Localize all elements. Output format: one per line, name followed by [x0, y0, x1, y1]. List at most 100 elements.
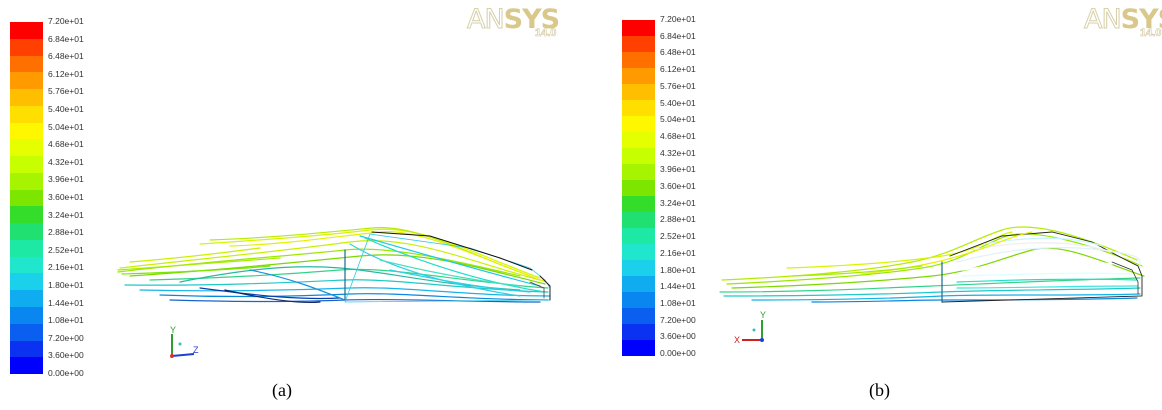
- ansys-version-a: 14.0: [535, 27, 557, 40]
- colorbar-cell: [622, 196, 655, 212]
- colorbar-cell: [622, 340, 655, 356]
- axis-y-label-b: Y: [760, 310, 766, 320]
- caption-b: (b): [869, 380, 890, 400]
- axis-triad-b: Y X: [734, 310, 766, 345]
- colorbar-b: [622, 20, 655, 356]
- colorbar-tick-label: 2.16e+01: [48, 262, 84, 273]
- axis-x-label-b: X: [734, 335, 740, 345]
- colorbar-tick-label: 5.40e+01: [660, 97, 696, 108]
- colorbar-tick-label: 5.76e+01: [660, 80, 696, 91]
- colorbar-tick-label: 5.40e+01: [48, 104, 84, 114]
- colorbar-cell: [10, 290, 43, 308]
- colorbar-cell: [622, 68, 655, 84]
- axis-z-label-a: Z: [193, 345, 199, 355]
- colorbar-tick-label: 7.20e+01: [660, 14, 696, 24]
- colorbar-cell: [622, 276, 655, 292]
- ansys-logo-b: ANSYS: [1084, 4, 1162, 36]
- panel-b: 7.20e+01 6.84e+01 6.48e+01 6.12e+01 5.76e+01…: [612, 0, 1162, 400]
- colorbar-cell: [622, 100, 655, 116]
- panel-a: 7.20e+01 6.84e+01 6.48e+01 6.12e+01 5.76e+01…: [0, 0, 578, 400]
- axis-triad-a: Y Z: [170, 325, 199, 358]
- colorbar-cell: [10, 357, 43, 375]
- colorbar-cell: [10, 223, 43, 240]
- ansys-version-b: 14.0: [1140, 27, 1162, 40]
- ansys-logo-a: ANSYS: [467, 4, 561, 36]
- colorbar-tick-label: 5.04e+01: [48, 121, 84, 132]
- colorbar-tick-label: 7.20e+00: [660, 314, 696, 325]
- colorbar-tick-label: 6.48e+01: [660, 47, 696, 58]
- colorbar-tick-label: 4.32e+01: [660, 147, 696, 158]
- streamline-plot-a: Y Z: [117, 226, 551, 358]
- colorbar-cell: [10, 256, 43, 274]
- colorbar-cell: [10, 55, 43, 73]
- colorbar-tick-label: 2.52e+01: [660, 231, 696, 242]
- colorbar-tick-label: 2.88e+01: [48, 227, 84, 238]
- colorbar-cell: [622, 132, 655, 148]
- colorbar-cell: [10, 273, 43, 291]
- colorbar-cell: [10, 22, 43, 39]
- colorbar-cell: [10, 38, 43, 56]
- colorbar-cell: [10, 239, 43, 257]
- colorbar-cell: [622, 84, 655, 100]
- colorbar-cell: [10, 72, 43, 90]
- colorbar-cell: [10, 206, 43, 224]
- colorbar-tick-label: 3.60e+00: [48, 350, 84, 361]
- streamlines-a: [117, 226, 551, 304]
- colorbar-tick-label: 5.76e+01: [48, 86, 84, 97]
- colorbar-cell: [10, 139, 43, 157]
- colorbar-cell: [622, 260, 655, 276]
- colorbar-cell: [622, 148, 655, 164]
- streamlines-b: [719, 226, 1145, 303]
- colorbar-cell: [10, 189, 43, 207]
- colorbar-tick-label: 4.68e+01: [660, 130, 696, 141]
- colorbar-tick-label: 0.00e+00: [660, 348, 696, 358]
- colorbar-cell: [10, 89, 43, 106]
- colorbar-tick-label: 7.20e+01: [48, 16, 84, 26]
- colorbar-tick-label: 6.84e+01: [660, 30, 696, 41]
- colorbar-tick-label: 0.00e+00: [48, 368, 84, 378]
- colorbar-tick-label: 3.60e+00: [660, 331, 696, 342]
- colorbar-a: [10, 22, 43, 375]
- colorbar-tick-label: 3.24e+01: [48, 209, 84, 220]
- colorbar-cell: [622, 324, 655, 340]
- colorbar-cell: [622, 212, 655, 228]
- colorbar-tick-label: 3.60e+01: [660, 181, 696, 191]
- colorbar-cell: [622, 116, 655, 132]
- colorbar-tick-label: 1.80e+01: [48, 280, 84, 290]
- colorbar-cell: [622, 292, 655, 308]
- colorbar-cell: [10, 172, 43, 190]
- colorbar-tick-label: 1.08e+01: [660, 297, 696, 308]
- colorbar-tick-label: 2.88e+01: [660, 214, 696, 225]
- colorbar-cell: [622, 36, 655, 52]
- colorbar-tick-label: 5.04e+01: [660, 114, 696, 125]
- colorbar-cell: [622, 308, 655, 324]
- colorbar-tick-label: 7.20e+00: [48, 332, 84, 343]
- axis-y-label-a: Y: [170, 325, 176, 335]
- colorbar-tick-label: 4.32e+01: [48, 156, 84, 167]
- colorbar-tick-label: 3.96e+01: [660, 164, 696, 175]
- colorbar-tick-label: 1.80e+01: [660, 264, 696, 275]
- colorbar-cell: [10, 156, 43, 173]
- colorbar-cell: [10, 122, 43, 140]
- colorbar-tick-label: 2.16e+01: [660, 247, 696, 258]
- colorbar-tick-label: 6.84e+01: [48, 33, 84, 44]
- colorbar-cell: [622, 164, 655, 180]
- colorbar-cell: [10, 105, 43, 123]
- colorbar-tick-label: 6.12e+01: [48, 68, 84, 79]
- colorbar-tick-label: 4.68e+01: [48, 139, 84, 150]
- colorbar-tick-label: 3.60e+01: [48, 192, 84, 202]
- colorbar-cell: [10, 307, 43, 324]
- colorbar-cell: [10, 323, 43, 341]
- streamline-plot-b: Y X: [719, 226, 1145, 345]
- colorbar-tick-label: 3.96e+01: [48, 174, 84, 185]
- colorbar-cell: [622, 228, 655, 244]
- colorbar-tick-label: 3.24e+01: [660, 197, 696, 208]
- colorbar-cell: [622, 180, 655, 196]
- colorbar-cell: [10, 340, 43, 358]
- colorbar-cell: [622, 244, 655, 260]
- colorbar-cell: [622, 20, 655, 36]
- colorbar-tick-label: 1.08e+01: [48, 315, 84, 326]
- colorbar-tick-label: 1.44e+01: [660, 281, 696, 292]
- colorbar-tick-label: 6.48e+01: [48, 51, 84, 62]
- colorbar-cell: [622, 52, 655, 68]
